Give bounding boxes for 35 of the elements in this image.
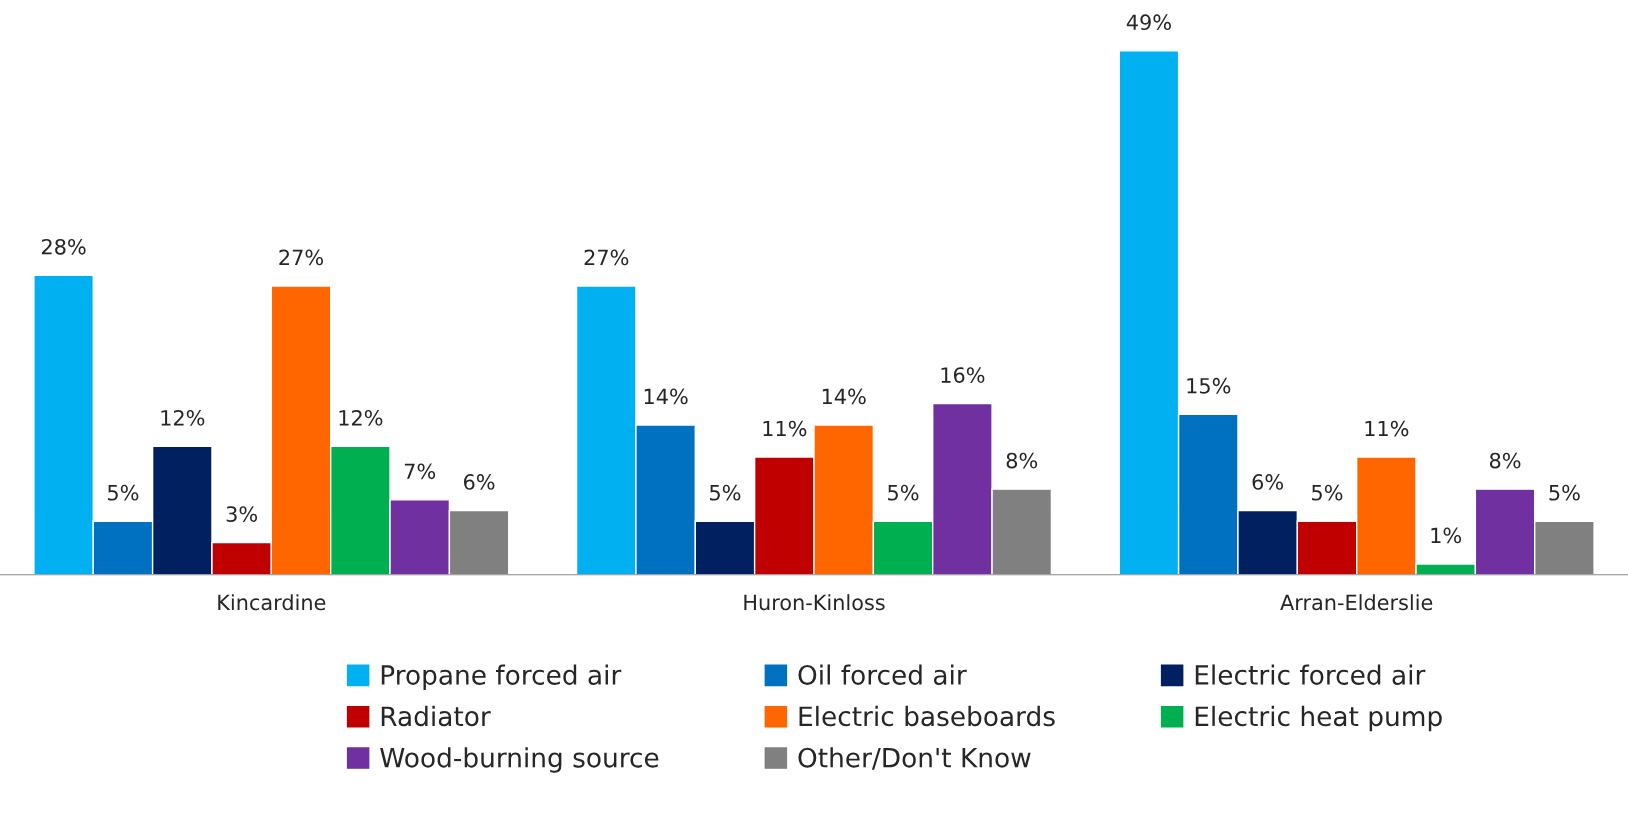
data-label: 27% [279, 249, 324, 266]
data-label: 5% [888, 484, 919, 501]
legend-label: Radiator [381, 705, 491, 727]
data-label: 3% [226, 506, 258, 522]
data-label: 15% [1187, 377, 1231, 394]
data-label: 5% [1549, 484, 1580, 501]
legend-label: Oil forced air [798, 664, 967, 685]
data-label: 27% [584, 249, 629, 266]
data-label: 6% [1252, 474, 1284, 490]
x-tick-label: Kincardine [218, 594, 326, 611]
data-label: 8% [1489, 452, 1521, 469]
data-label: 11% [1365, 420, 1409, 437]
data-label: 5% [1312, 484, 1343, 501]
legend-label: Electric heat pump [1195, 705, 1442, 732]
data-label: 12% [161, 409, 205, 426]
data-label: 11% [763, 420, 807, 437]
x-tick-label: Huron-Kinloss [744, 594, 885, 611]
data-label: 14% [822, 388, 866, 405]
data-label: 49% [1126, 14, 1171, 31]
x-tick-label: Arran-Elderslie [1280, 594, 1433, 611]
data-label: 8% [1006, 452, 1038, 469]
data-label: 5% [710, 484, 741, 501]
data-label: 5% [108, 484, 139, 501]
legend-label: Propane forced air [381, 664, 622, 690]
legend-label: Wood-burning source [380, 747, 659, 773]
data-label: 28% [41, 238, 86, 255]
legend-label: Other/Don't Know [798, 747, 1031, 770]
data-label: 16% [941, 367, 985, 383]
data-label: 1% [1431, 527, 1462, 544]
legend-label: Electric forced air [1195, 664, 1426, 685]
legend-label: Electric baseboards [799, 705, 1055, 727]
data-label: 6% [464, 474, 495, 490]
data-label: 12% [339, 409, 383, 426]
data-label: 14% [644, 388, 688, 405]
data-label: 7% [404, 463, 436, 480]
